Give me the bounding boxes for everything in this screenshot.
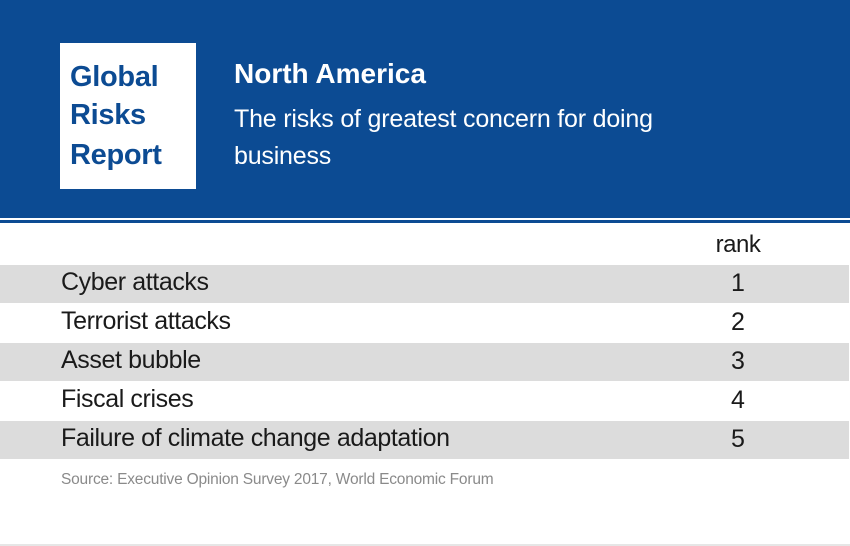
table-row: Asset bubble 3 [0, 343, 849, 381]
page-subtitle: The risks of greatest concern for doing … [234, 105, 653, 170]
risk-rank: 5 [731, 425, 745, 453]
logo-line: Global [70, 61, 159, 93]
logo-line: Risks [70, 99, 146, 131]
table-row: Fiscal crises 4 [0, 382, 849, 420]
risk-rank: 3 [731, 347, 745, 375]
page-title: North America [234, 58, 426, 89]
header-band: Global Risks Report North America The ri… [0, 0, 850, 218]
risk-name: Terrorist attacks [61, 307, 231, 335]
table-row: Failure of climate change adaptation 5 [0, 421, 849, 459]
global-risks-report-logo: Global Risks Report [60, 43, 196, 189]
risk-name: Failure of climate change adaptation [61, 424, 450, 452]
risk-name: Cyber attacks [61, 268, 209, 296]
source-note: Source: Executive Opinion Survey 2017, W… [61, 471, 494, 488]
risk-rank: 4 [731, 386, 745, 414]
risk-name: Asset bubble [61, 346, 201, 374]
risk-rank: 1 [731, 269, 745, 297]
logo-line: Report [70, 139, 162, 171]
risk-name: Fiscal crises [61, 385, 194, 413]
header-divider [0, 220, 850, 223]
risk-rank: 2 [731, 308, 745, 336]
bottom-divider [0, 544, 850, 546]
table-row: Cyber attacks 1 [0, 265, 849, 303]
header-divider-gap [0, 218, 850, 220]
rank-column-header: rank [715, 231, 761, 258]
table-row: Terrorist attacks 2 [0, 304, 849, 342]
